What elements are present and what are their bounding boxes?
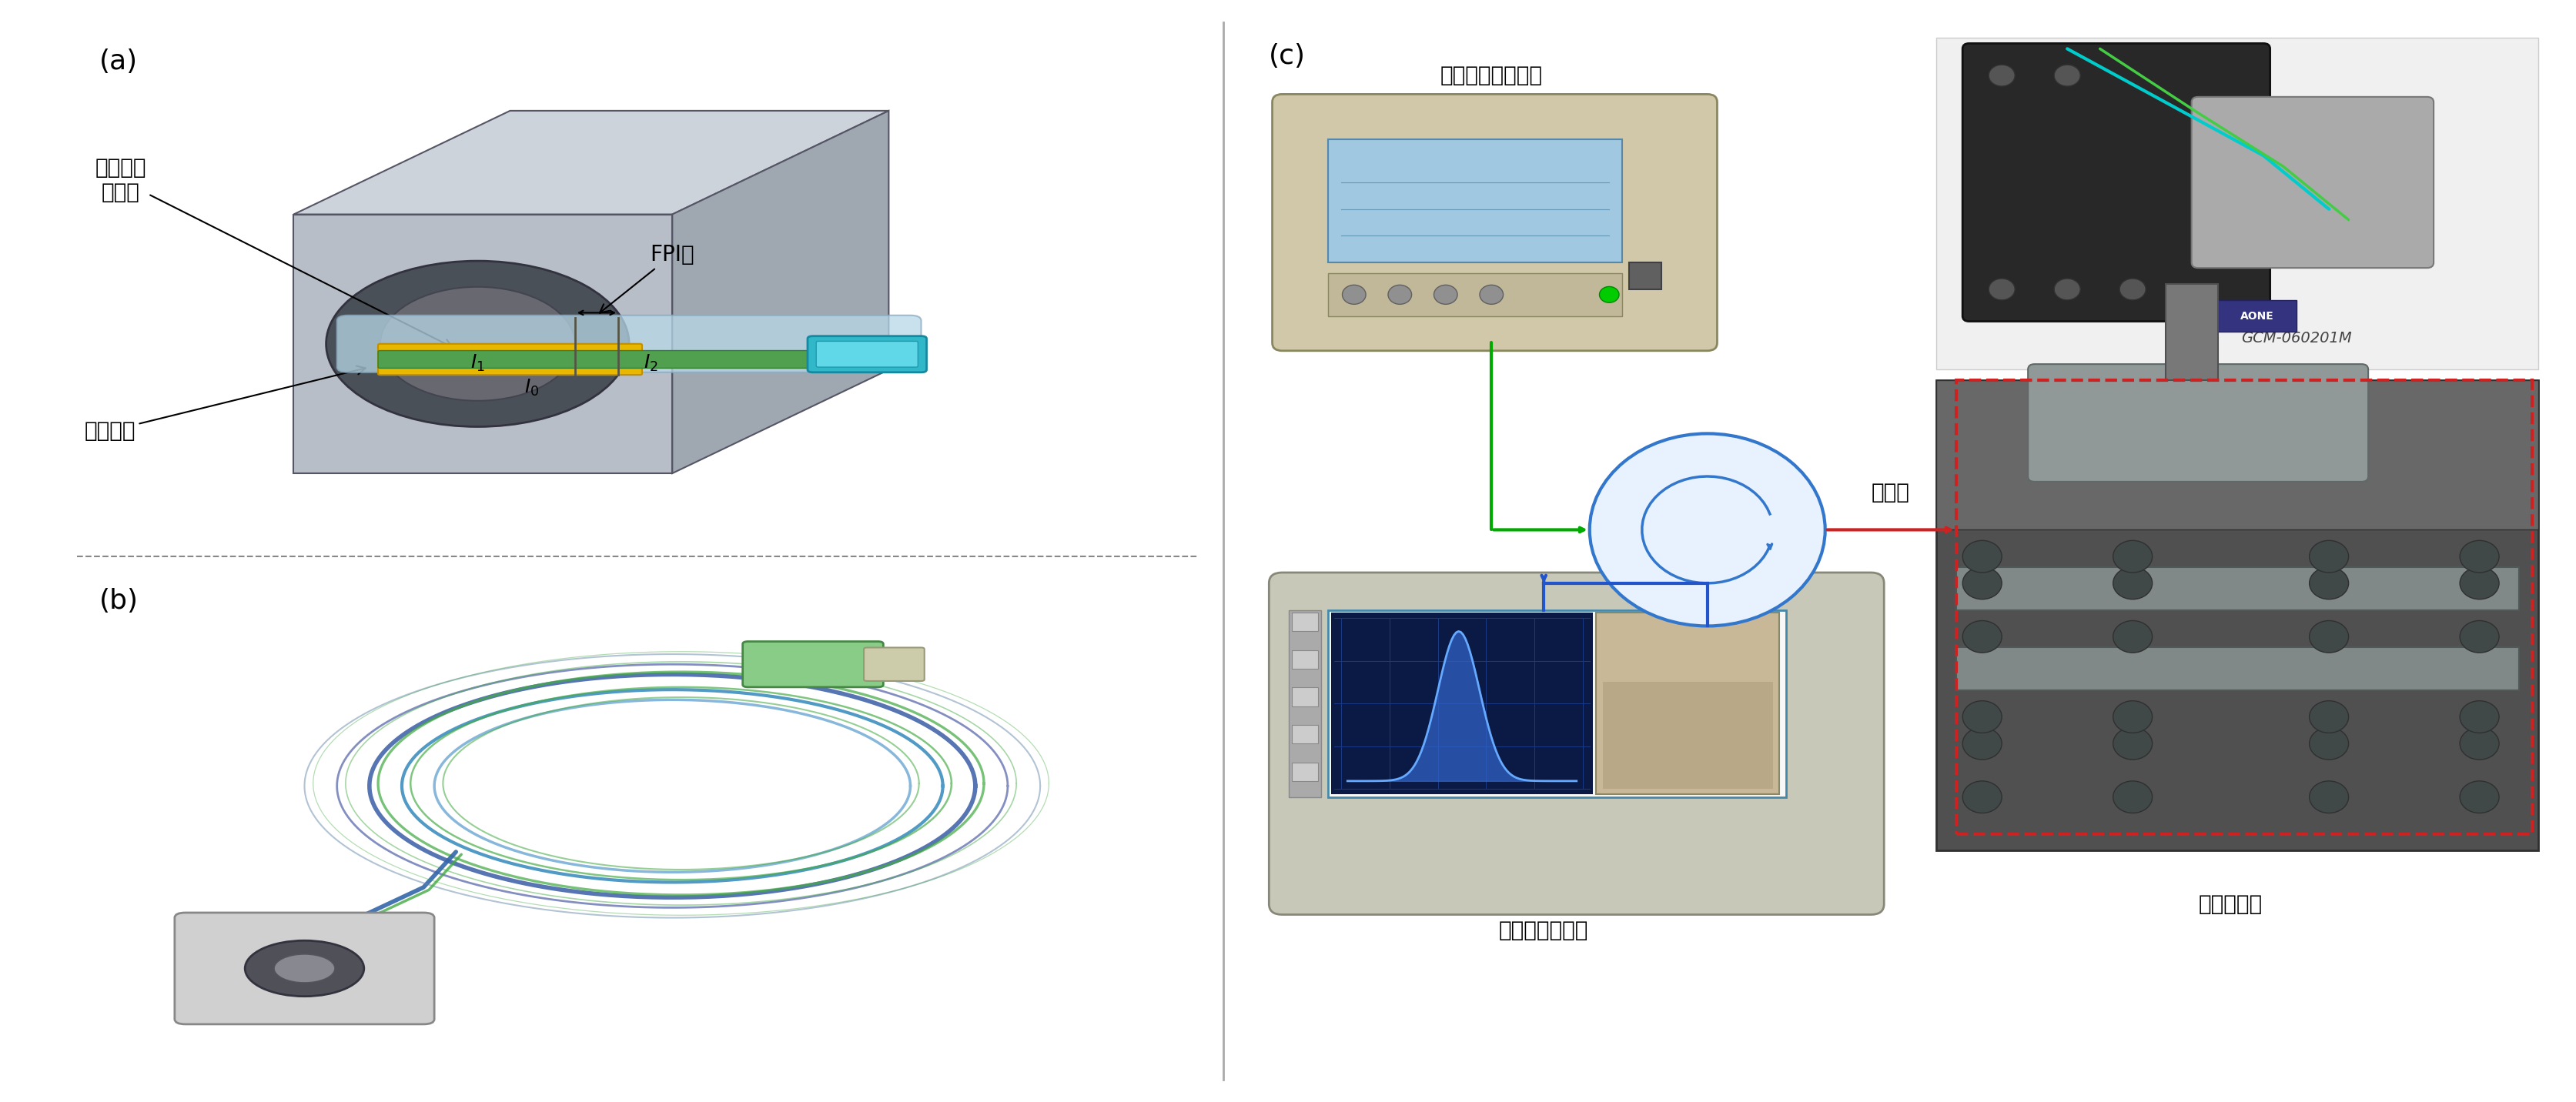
Ellipse shape [381, 287, 574, 401]
Text: (b): (b) [98, 588, 139, 615]
Bar [1602, 682, 1772, 789]
Circle shape [2308, 701, 2349, 733]
Circle shape [2460, 568, 2499, 599]
Point [603, 368, 634, 381]
Circle shape [2112, 568, 2154, 599]
FancyBboxPatch shape [379, 350, 868, 368]
Text: $I_0$: $I_0$ [526, 378, 538, 398]
Bar [1955, 380, 2532, 834]
Bar [1937, 380, 2537, 530]
Text: 高分辨率光谱仪: 高分辨率光谱仪 [1499, 920, 1589, 941]
FancyBboxPatch shape [175, 912, 435, 1024]
Bar [1955, 647, 2519, 690]
Circle shape [245, 940, 363, 996]
Text: 放大自发辐射光源: 放大自发辐射光源 [1440, 65, 1543, 86]
Circle shape [2460, 781, 2499, 813]
Bar [1327, 140, 1623, 262]
Circle shape [1963, 727, 2002, 759]
Circle shape [1589, 433, 1826, 626]
FancyBboxPatch shape [817, 342, 917, 367]
Text: 振膜翼片
下表面: 振膜翼片 下表面 [95, 156, 453, 347]
Circle shape [1989, 65, 2014, 86]
Bar [1332, 613, 1592, 795]
Circle shape [2308, 568, 2349, 599]
Text: $I_1$: $I_1$ [471, 354, 484, 374]
FancyBboxPatch shape [379, 344, 641, 360]
Text: 微位移平台: 微位移平台 [2200, 893, 2262, 915]
Text: AONE: AONE [2241, 311, 2275, 322]
Circle shape [2460, 701, 2499, 733]
Text: GCM-060201M: GCM-060201M [2241, 332, 2352, 346]
Circle shape [2112, 540, 2154, 573]
Circle shape [1342, 285, 1365, 304]
Circle shape [2112, 701, 2154, 733]
Bar [1327, 611, 1785, 797]
Point [559, 311, 590, 324]
Bar [1293, 725, 1319, 744]
Circle shape [2460, 540, 2499, 573]
Circle shape [2112, 727, 2154, 759]
Point [603, 311, 634, 324]
Circle shape [1479, 285, 1504, 304]
Text: (c): (c) [1270, 43, 1306, 69]
Ellipse shape [327, 261, 629, 426]
FancyBboxPatch shape [809, 336, 927, 372]
Circle shape [2053, 65, 2081, 86]
Text: 光纤端面: 光纤端面 [85, 366, 366, 442]
Circle shape [2308, 781, 2349, 813]
Bar [1327, 273, 1623, 316]
Bar [1293, 688, 1319, 706]
FancyBboxPatch shape [742, 641, 884, 688]
Circle shape [2460, 727, 2499, 759]
Circle shape [1989, 279, 2014, 300]
Circle shape [2308, 727, 2349, 759]
Text: (a): (a) [98, 48, 137, 75]
Text: FPI腔: FPI腔 [600, 244, 696, 313]
Circle shape [2112, 620, 2154, 652]
Text: $I_2$: $I_2$ [644, 354, 657, 374]
Circle shape [1963, 781, 2002, 813]
Point [559, 368, 590, 381]
Circle shape [1435, 285, 1458, 304]
FancyBboxPatch shape [337, 315, 922, 372]
FancyBboxPatch shape [1270, 573, 1883, 915]
Bar [1628, 262, 1662, 290]
Circle shape [1963, 701, 2002, 733]
Circle shape [273, 954, 335, 983]
FancyBboxPatch shape [2192, 97, 2434, 268]
Bar [1937, 39, 2537, 369]
Circle shape [2053, 279, 2081, 300]
FancyBboxPatch shape [379, 360, 641, 375]
Circle shape [2460, 620, 2499, 652]
Polygon shape [294, 214, 672, 474]
Circle shape [2308, 540, 2349, 573]
Circle shape [2308, 620, 2349, 652]
Circle shape [2112, 781, 2154, 813]
Bar [1955, 568, 2519, 609]
Circle shape [1963, 568, 2002, 599]
Bar [1597, 613, 1780, 795]
Bar [1288, 611, 1321, 797]
Circle shape [1963, 540, 2002, 573]
Bar [2166, 284, 2218, 380]
Bar [1293, 763, 1319, 781]
FancyBboxPatch shape [863, 648, 925, 681]
Bar [2218, 300, 2295, 332]
FancyBboxPatch shape [1273, 94, 1718, 350]
Circle shape [2120, 279, 2146, 300]
Circle shape [1600, 287, 1620, 303]
FancyBboxPatch shape [2027, 364, 2367, 482]
Polygon shape [672, 110, 889, 474]
Text: 环形器: 环形器 [1870, 482, 1909, 504]
Circle shape [1963, 620, 2002, 652]
FancyBboxPatch shape [1963, 43, 2269, 322]
Bar [1937, 380, 2537, 851]
Circle shape [1388, 285, 1412, 304]
Bar [1293, 613, 1319, 631]
Polygon shape [294, 110, 889, 214]
Bar [1293, 650, 1319, 669]
